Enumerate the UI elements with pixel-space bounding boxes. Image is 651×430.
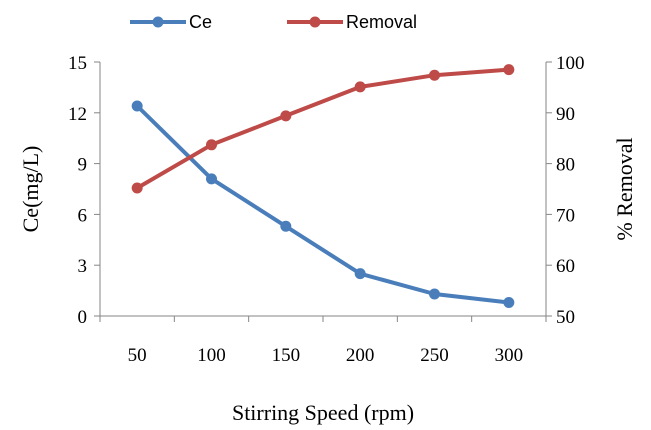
series-removal-point bbox=[354, 81, 366, 93]
right-tick-label: 50 bbox=[556, 307, 575, 328]
x-tick-label: 300 bbox=[495, 345, 524, 366]
right-tick-label: 80 bbox=[556, 155, 575, 176]
legend-ce-marker bbox=[152, 16, 164, 28]
left-axis-title: Ce(mg/L) bbox=[18, 146, 43, 233]
legend-removal-label: Removal bbox=[346, 12, 417, 32]
right-tick-label: 60 bbox=[556, 256, 575, 277]
series-layer bbox=[131, 64, 515, 308]
left-tick-label: 15 bbox=[68, 53, 87, 74]
legend-ce-label: Ce bbox=[189, 12, 212, 32]
left-tick-label: 6 bbox=[78, 205, 88, 226]
series-ce-point bbox=[429, 288, 440, 300]
x-tick-label: 150 bbox=[272, 345, 301, 366]
series-removal-point bbox=[429, 69, 440, 81]
ticks: 0 3 6 9 12 15 50 60 70 80 90 100 50 100 150 200 250 300 bbox=[68, 53, 585, 366]
x-tick-label: 200 bbox=[346, 345, 375, 366]
legend-removal-marker bbox=[309, 16, 321, 28]
series-ce-point bbox=[280, 220, 292, 232]
right-tick-label: 70 bbox=[556, 205, 575, 226]
x-tick-label: 100 bbox=[197, 345, 226, 366]
series-ce-point bbox=[503, 296, 515, 308]
series-ce-point bbox=[131, 100, 143, 112]
left-tick-label: 9 bbox=[78, 155, 88, 176]
series-removal-point bbox=[503, 64, 515, 76]
left-tick-label: 12 bbox=[68, 104, 87, 125]
series-ce-point bbox=[206, 173, 217, 185]
series-ce-line bbox=[135, 104, 510, 305]
series-removal-line bbox=[136, 67, 509, 190]
right-tick-label: 90 bbox=[556, 104, 575, 125]
right-tick-label: 100 bbox=[556, 53, 585, 74]
right-axis-title: % Removal bbox=[612, 137, 637, 240]
series-ce-point bbox=[354, 268, 366, 280]
series-removal-point bbox=[206, 139, 217, 151]
left-tick-label: 3 bbox=[78, 256, 88, 277]
x-axis-title: Stirring Speed (rpm) bbox=[232, 400, 414, 425]
series-removal-point bbox=[131, 182, 143, 194]
left-tick-label: 0 bbox=[78, 307, 88, 328]
legend: Ce Removal bbox=[130, 12, 417, 32]
series-removal-point bbox=[280, 110, 292, 122]
x-tick-label: 250 bbox=[420, 345, 449, 366]
x-tick-label: 50 bbox=[128, 345, 147, 366]
